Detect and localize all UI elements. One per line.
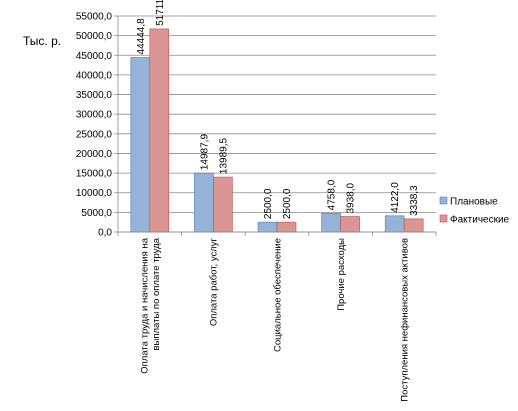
x-category-label: выплаты по оплате труда	[151, 237, 162, 350]
gridlines	[118, 15, 436, 233]
data-label: 3938,0	[346, 183, 357, 214]
data-label: 13989,5	[218, 137, 229, 174]
y-tick-label: 5000,0	[81, 208, 112, 219]
x-category-label: Прочие расходы	[336, 238, 347, 311]
data-label: 44444,8	[136, 18, 147, 55]
y-tick-label: 35000,0	[76, 90, 113, 101]
x-category-label: Оплата работ, услуг	[209, 237, 220, 326]
y-tick-label: 15000,0	[76, 169, 113, 180]
bar-actual	[403, 218, 424, 233]
y-tick-label: 0,0	[98, 228, 112, 239]
y-tick-label: 20000,0	[76, 149, 113, 160]
data-label: 3338,3	[409, 185, 420, 216]
y-tick-label: 55000,0	[76, 12, 113, 23]
x-category-label: Оплата труда и начисления на	[139, 237, 150, 373]
y-tick-label: 50000,0	[76, 31, 113, 42]
bars: 44444,8 51711,1 14987,9 13989,5 2500,0 2500,0…	[130, 0, 424, 233]
y-tick-label: 40000,0	[76, 70, 113, 81]
y-unit-label: Тыс. р.	[23, 34, 61, 48]
bar-planned	[130, 57, 151, 233]
y-tick-label: 45000,0	[76, 51, 113, 62]
y-tick-label: 10000,0	[76, 188, 113, 199]
data-label: 51711,1	[155, 0, 166, 26]
legend: Плановые Фактические	[439, 196, 510, 226]
y-tick-label: 30000,0	[76, 110, 113, 121]
x-category-label: Социальное обеспечение	[272, 238, 283, 352]
bar-planned	[257, 221, 278, 233]
bar-actual	[276, 221, 297, 233]
data-label: 4122,0	[390, 182, 401, 213]
legend-label: Плановые	[450, 197, 498, 208]
bar-planned	[384, 215, 405, 233]
y-axis: 0,0 5000,0 10000,0 15000,0 20000,0 25000,0 300…	[76, 12, 119, 239]
legend-swatch	[439, 196, 448, 205]
y-tick-label: 25000,0	[76, 129, 113, 140]
legend-label: Фактические	[450, 215, 510, 226]
x-category-label: Поступления нефинансовых активов	[399, 238, 410, 402]
bar-actual	[213, 176, 233, 233]
data-label: 2500,0	[263, 188, 274, 219]
x-axis: Оплата труда и начисления на выплаты по о…	[117, 231, 437, 402]
data-label: 2500,0	[282, 188, 293, 219]
bar-actual	[149, 28, 170, 233]
legend-swatch	[439, 214, 448, 223]
data-label: 4758,0	[327, 179, 338, 210]
bar-planned	[321, 213, 341, 233]
bar-actual	[340, 216, 360, 233]
data-label: 14987,9	[199, 134, 210, 171]
bar-planned	[194, 172, 214, 233]
